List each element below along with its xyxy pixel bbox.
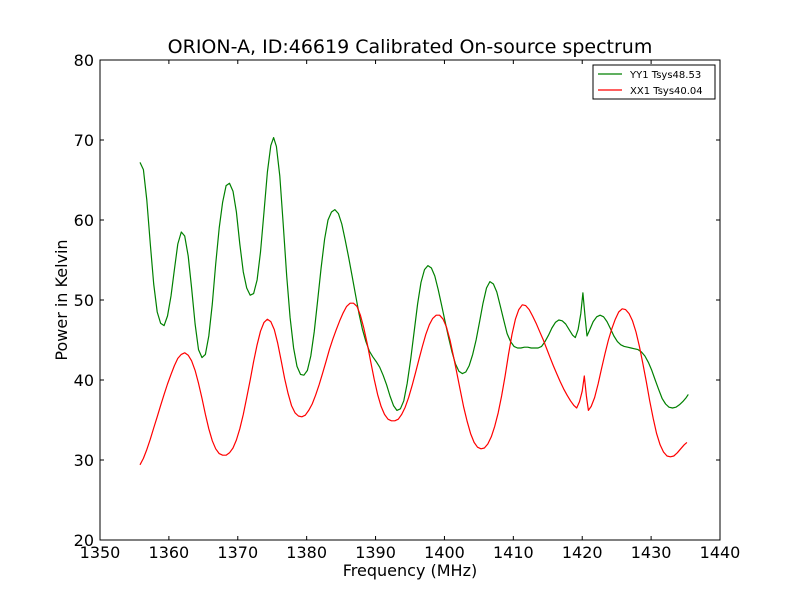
x-tick-label: 1420: [562, 543, 603, 562]
x-tick-label: 1350: [80, 543, 121, 562]
y-axis-label: Power in Kelvin: [52, 239, 71, 360]
legend-label-xx1: XX1 Tsys40.04: [630, 86, 703, 97]
y-tick-label: 30: [74, 451, 94, 470]
y-axis: 20 30 40 50 60 70 80: [74, 51, 720, 550]
series-layer: [139, 137, 689, 466]
series-line-yy1: [139, 137, 689, 411]
legend: YY1 Tsys48.53 XX1 Tsys40.04: [592, 64, 716, 100]
y-tick-label: 40: [74, 371, 94, 390]
series-line-xx1: [139, 302, 688, 466]
y-tick-label: 70: [74, 131, 94, 150]
y-tick-label: 20: [74, 531, 94, 550]
x-axis: 1350 1360 1370 1380 1390 1400 1410 1420 1430 1440: [80, 60, 741, 562]
y-tick-label: 80: [74, 51, 94, 70]
x-tick-label: 1380: [286, 543, 327, 562]
y-tick-label: 60: [74, 211, 94, 230]
x-tick-label: 1440: [700, 543, 741, 562]
y-tick-label: 50: [74, 291, 94, 310]
x-tick-label: 1430: [631, 543, 672, 562]
legend-box: [592, 64, 716, 100]
x-tick-label: 1360: [149, 543, 190, 562]
x-tick-label: 1390: [355, 543, 396, 562]
chart-title: ORION-A, ID:46619 Calibrated On-source s…: [168, 36, 653, 58]
x-tick-label: 1400: [424, 543, 465, 562]
legend-label-yy1: YY1 Tsys48.53: [629, 70, 701, 81]
x-axis-label: Frequency (MHz): [343, 561, 477, 580]
x-tick-label: 1370: [217, 543, 258, 562]
x-tick-label: 1410: [493, 543, 534, 562]
